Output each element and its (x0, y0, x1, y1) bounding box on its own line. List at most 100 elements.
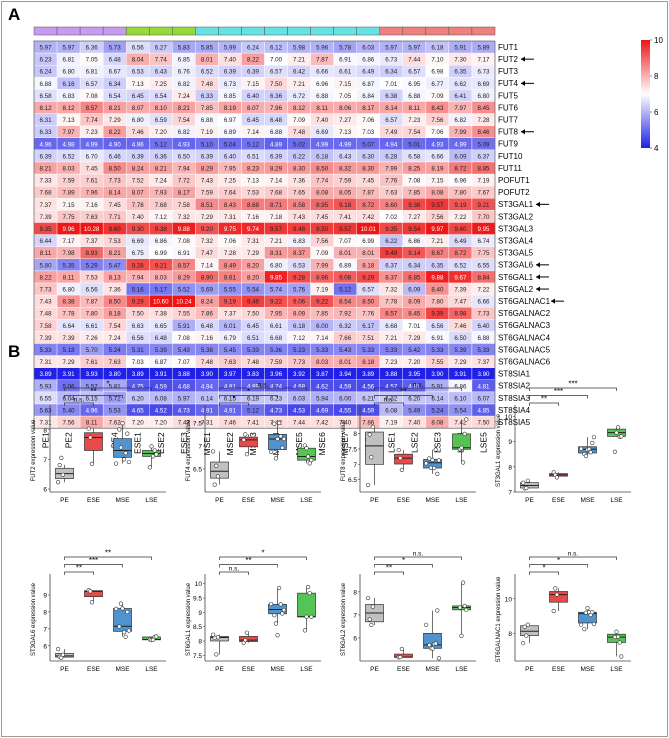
row-arrow-head (551, 298, 555, 304)
heatmap-value: 8.46 (477, 129, 490, 136)
significance-label: n.s. (258, 382, 269, 389)
heatmap-value: 7.14 (201, 262, 214, 269)
row-label: ST8SIA3 (498, 394, 531, 403)
heatmap-value: 7.87 (86, 299, 99, 306)
data-point (117, 624, 122, 629)
heatmap-value: 6.10 (454, 395, 467, 402)
heatmap-value: 7.97 (63, 129, 76, 136)
heatmap-value: 6.79 (224, 335, 237, 342)
heatmap-value: 7.31 (247, 238, 260, 245)
row-arrow-head (536, 262, 540, 268)
heatmap-value: 8.17 (362, 105, 375, 112)
heatmap-value: 7.19 (316, 286, 329, 293)
heatmap-value: 7.80 (454, 190, 467, 197)
heatmap-value: 6.33 (201, 93, 214, 100)
data-point (462, 603, 467, 608)
heatmap-value: 3.91 (155, 371, 168, 378)
heatmap-value: 6.22 (293, 153, 306, 160)
heatmap-value: 4.56 (362, 383, 375, 390)
heatmap-value: 9.57 (431, 202, 444, 209)
heatmap-value: 9.88 (431, 274, 444, 281)
heatmap-value: 7.87 (316, 57, 329, 64)
heatmap-value: 7.51 (362, 335, 375, 342)
heatmap-value: 7.40 (132, 214, 145, 221)
data-point (269, 601, 274, 607)
heatmap-value: 8.08 (431, 420, 444, 427)
phase-annotation-cell (379, 26, 404, 36)
data-point (366, 482, 371, 488)
heatmap-value: 5.97 (178, 395, 191, 402)
heatmap-value: 6.95 (408, 81, 421, 88)
heatmap-value: 6.43 (339, 153, 352, 160)
heatmap-value: 8.98 (454, 311, 467, 318)
data-point (399, 467, 405, 472)
data-point (125, 609, 130, 615)
heatmap-value: 6.66 (316, 69, 329, 76)
heatmap-value: 7.32 (385, 286, 398, 293)
heatmap-value: 7.21 (293, 57, 306, 64)
heatmap-value: 7.58 (40, 323, 53, 330)
data-point (367, 617, 372, 622)
y-tick-label: 8 (43, 609, 47, 616)
heatmap-value: 7.92 (339, 311, 352, 318)
heatmap-value: 8.12 (40, 105, 53, 112)
heatmap-value: 7.20 (408, 359, 421, 366)
heatmap-value: 6.48 (109, 57, 122, 64)
heatmap-value: 6.55 (477, 262, 490, 269)
heatmap-value: 5.97 (63, 44, 76, 51)
heatmap-value: 7.73 (109, 178, 122, 185)
data-point (436, 458, 442, 463)
heatmap-value: 8.04 (132, 57, 145, 64)
y-tick-label: 9 (508, 439, 512, 446)
heatmap-value: 7.06 (362, 117, 375, 124)
data-point (120, 606, 125, 611)
heatmap-value: 7.85 (408, 190, 421, 197)
heatmap-value: 6.21 (362, 395, 375, 402)
heatmap-value: 6.85 (178, 57, 191, 64)
heatmap-value: 5.36 (270, 347, 283, 354)
heatmap-value: 8.30 (362, 165, 375, 172)
heatmap-value: 7.05 (86, 57, 99, 64)
heatmap-value: 8.30 (293, 165, 306, 172)
data-point (126, 459, 131, 465)
significance-label: n.s. (568, 551, 579, 558)
heatmap-value: 7.76 (362, 311, 375, 318)
heatmap-value: 7.89 (63, 190, 76, 197)
heatmap-value: 7.98 (63, 250, 76, 257)
data-point (86, 426, 91, 431)
row-label: ST6GALNAC5 (498, 345, 551, 354)
heatmap-value: 7.12 (155, 214, 168, 221)
heatmap-value: 9.46 (247, 299, 260, 306)
heatmap-value: 7.05 (339, 93, 352, 100)
data-point (149, 444, 154, 449)
heatmap-value: 8.60 (385, 202, 398, 209)
heatmap-value: 7.54 (109, 323, 122, 330)
data-point (304, 446, 309, 451)
heatmap-value: 3.83 (247, 371, 260, 378)
phase-annotation-cell (356, 26, 381, 36)
heatmap-value: 7.38 (155, 311, 168, 318)
heatmap-value: 7.47 (201, 250, 214, 257)
heatmap-value: 6.89 (339, 262, 352, 269)
phase-annotation-cell (402, 26, 427, 36)
heatmap-value: 7.97 (454, 105, 467, 112)
x-tick-label: MSE (270, 666, 285, 673)
data-point (280, 445, 285, 450)
heatmap-value: 6.43 (155, 69, 168, 76)
heatmap-value: 5.33 (477, 347, 490, 354)
x-tick-label: LSE (145, 666, 158, 673)
heatmap-value: 6.58 (40, 93, 53, 100)
heatmap-value: 3.92 (293, 371, 306, 378)
y-tick-label: 8 (353, 589, 357, 596)
significance-label: * (106, 380, 109, 389)
heatmap-value: 7.37 (477, 359, 490, 366)
heatmap-value: 7.73 (477, 311, 490, 318)
phase-annotation-cell (125, 26, 150, 36)
heatmap-value: 5.42 (408, 347, 421, 354)
data-point (590, 440, 595, 446)
heatmap-value: 7.29 (247, 250, 260, 257)
box (365, 431, 384, 465)
heatmap-value: 4.99 (316, 141, 329, 148)
heatmap-value: 7.06 (224, 238, 237, 245)
